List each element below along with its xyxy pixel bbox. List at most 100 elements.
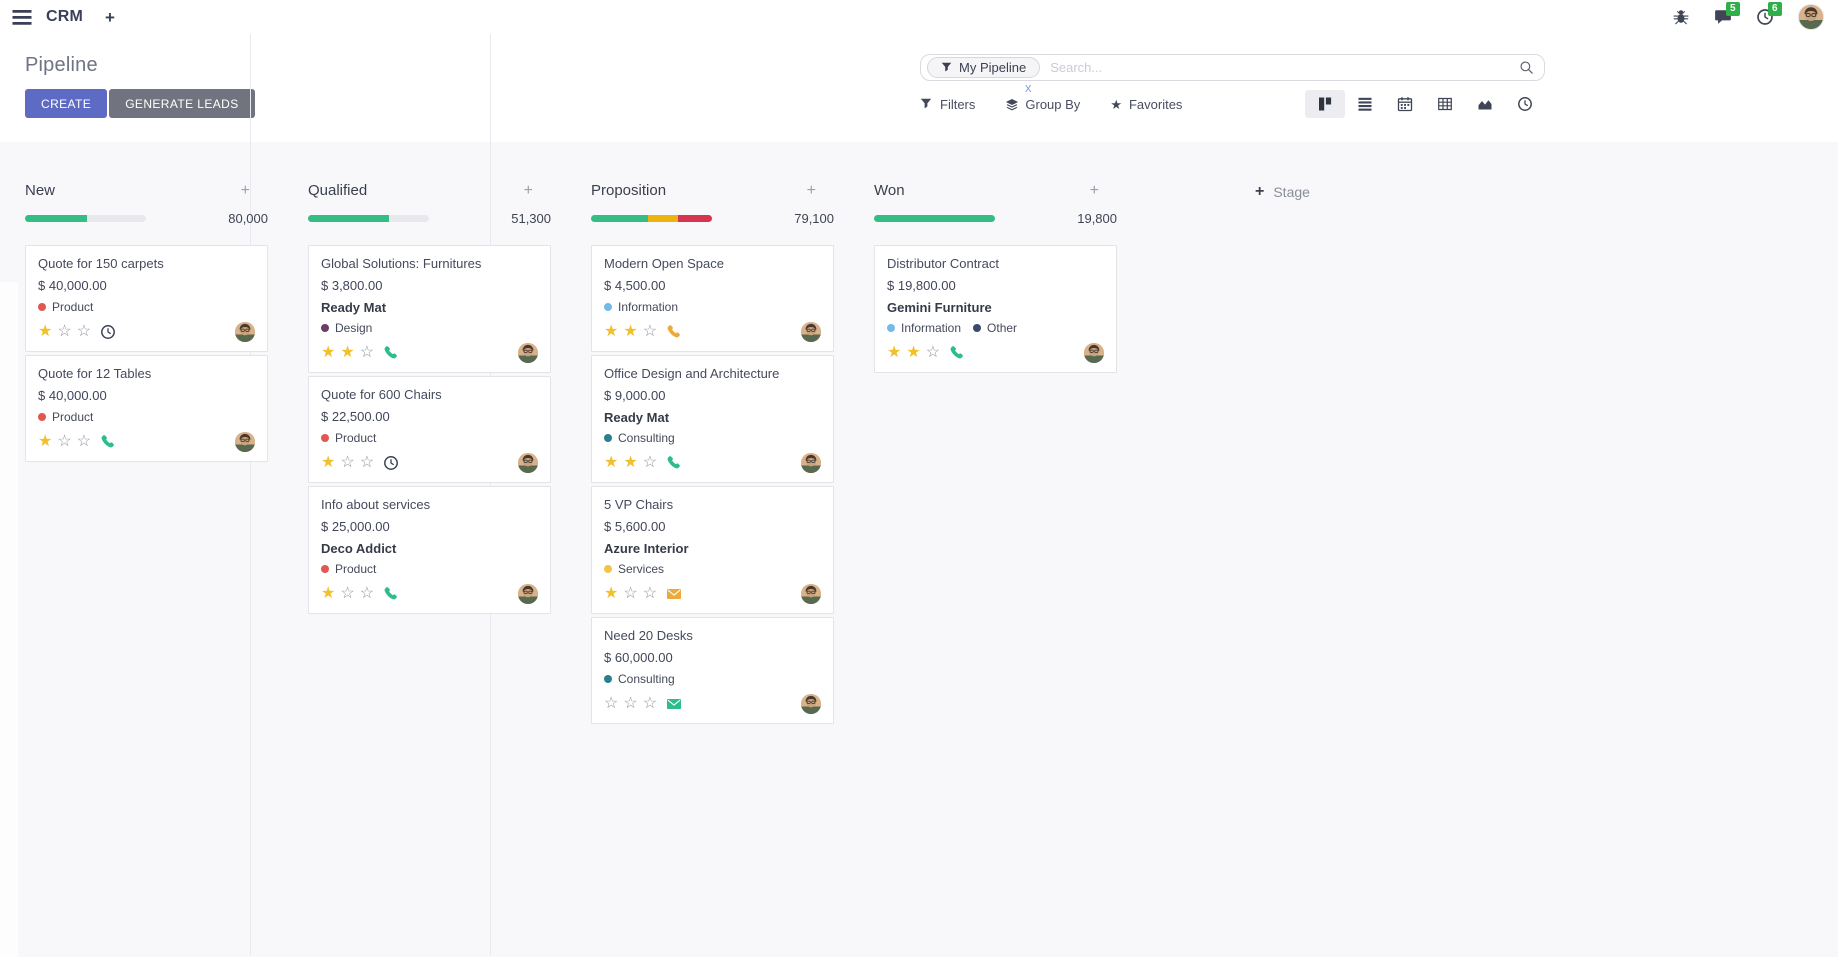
- apps-menu-icon[interactable]: [12, 10, 32, 25]
- stage-name[interactable]: Qualified: [308, 182, 368, 199]
- salesperson-avatar[interactable]: [235, 322, 255, 342]
- search-input[interactable]: [1048, 59, 1519, 76]
- star-icon[interactable]: ★: [604, 454, 619, 471]
- progress-success-segment[interactable]: [308, 215, 390, 222]
- salesperson-avatar[interactable]: [518, 584, 538, 604]
- star-icon[interactable]: ★: [321, 344, 336, 361]
- quick-create-icon[interactable]: +: [523, 181, 533, 199]
- star-icon[interactable]: ★: [340, 344, 355, 361]
- favorites-button[interactable]: ★ Favorites: [1110, 96, 1183, 112]
- kanban-card[interactable]: 5 VP Chairs $ 5,600.00 Azure Interior Se…: [591, 486, 834, 614]
- progress-success-segment[interactable]: [25, 215, 87, 222]
- star-icon[interactable]: ☆: [359, 585, 375, 602]
- progress-success-segment[interactable]: [874, 215, 995, 222]
- phone-activity-icon[interactable]: [100, 434, 116, 450]
- view-activity-icon[interactable]: [1505, 90, 1545, 118]
- star-icon[interactable]: ☆: [340, 585, 355, 602]
- salesperson-avatar[interactable]: [801, 453, 821, 473]
- star-icon[interactable]: ☆: [57, 323, 72, 340]
- clock-activity-icon[interactable]: [383, 455, 399, 471]
- search-bar[interactable]: My Pipeline x: [920, 54, 1545, 95]
- star-icon[interactable]: ★: [604, 323, 619, 340]
- kanban-card[interactable]: Info about services $ 25,000.00 Deco Add…: [308, 486, 551, 614]
- star-icon[interactable]: ★: [321, 585, 336, 602]
- stage-progressbar[interactable]: [25, 215, 146, 222]
- star-icon[interactable]: ☆: [642, 695, 658, 712]
- star-icon[interactable]: ★: [321, 454, 336, 471]
- salesperson-avatar[interactable]: [801, 584, 821, 604]
- view-graph-icon[interactable]: [1465, 90, 1505, 118]
- plus-menu-icon[interactable]: +: [105, 7, 115, 27]
- user-avatar[interactable]: [1798, 4, 1824, 30]
- salesperson-avatar[interactable]: [518, 343, 538, 363]
- star-icon[interactable]: ☆: [76, 433, 92, 450]
- phone-activity-icon[interactable]: [383, 586, 399, 602]
- salesperson-avatar[interactable]: [518, 453, 538, 473]
- progress-warning-segment[interactable]: [647, 215, 679, 222]
- phone-activity-icon[interactable]: [383, 345, 399, 361]
- kanban-card[interactable]: Need 20 Desks $ 60,000.00 Consulting ☆ ☆ ☆: [591, 617, 834, 724]
- progress-success-segment[interactable]: [591, 215, 648, 222]
- star-icon[interactable]: ★: [887, 344, 902, 361]
- mail-activity-icon[interactable]: [666, 586, 682, 602]
- stage-progressbar[interactable]: [308, 215, 429, 222]
- stage-progressbar[interactable]: [591, 215, 712, 222]
- view-pivot-icon[interactable]: [1425, 90, 1465, 118]
- phone-activity-icon[interactable]: [666, 324, 682, 340]
- star-icon[interactable]: ☆: [642, 323, 658, 340]
- quick-create-icon[interactable]: +: [1089, 181, 1099, 199]
- kanban-card[interactable]: Office Design and Architecture $ 9,000.0…: [591, 355, 834, 483]
- clock-activity-icon[interactable]: [100, 324, 116, 340]
- phone-activity-icon[interactable]: [666, 455, 682, 471]
- quick-create-icon[interactable]: +: [806, 181, 816, 199]
- star-icon[interactable]: ★: [38, 433, 53, 450]
- kanban-card[interactable]: Quote for 150 carpets $ 40,000.00 Produc…: [25, 245, 268, 352]
- stage-name[interactable]: Won: [874, 182, 905, 199]
- messages-icon[interactable]: 5: [1714, 2, 1740, 26]
- star-icon[interactable]: ☆: [642, 454, 658, 471]
- star-icon[interactable]: ★: [906, 344, 921, 361]
- star-icon[interactable]: ☆: [623, 585, 638, 602]
- star-icon[interactable]: ★: [604, 585, 619, 602]
- activities-clock-icon[interactable]: 6: [1756, 2, 1782, 26]
- stage-name[interactable]: New: [25, 182, 56, 199]
- kanban-card[interactable]: Global Solutions: Furnitures $ 3,800.00 …: [308, 245, 551, 373]
- star-icon[interactable]: ★: [623, 323, 638, 340]
- salesperson-avatar[interactable]: [801, 322, 821, 342]
- progress-danger-segment[interactable]: [678, 215, 712, 222]
- star-icon[interactable]: ☆: [623, 695, 638, 712]
- star-icon[interactable]: ☆: [340, 454, 355, 471]
- filters-button[interactable]: Filters: [920, 97, 975, 112]
- star-icon[interactable]: ★: [38, 323, 53, 340]
- search-facet-my-pipeline[interactable]: My Pipeline: [927, 57, 1041, 78]
- kanban-card[interactable]: Distributor Contract $ 19,800.00 Gemini …: [874, 245, 1117, 373]
- view-list-icon[interactable]: [1345, 90, 1385, 118]
- add-stage-button[interactable]: + Stage: [1255, 183, 1310, 201]
- quick-create-icon[interactable]: +: [240, 181, 250, 199]
- star-icon[interactable]: ☆: [604, 695, 619, 712]
- mail-activity-icon[interactable]: [666, 696, 682, 712]
- salesperson-avatar[interactable]: [1084, 343, 1104, 363]
- generate-leads-button[interactable]: GENERATE LEADS: [109, 89, 255, 118]
- salesperson-avatar[interactable]: [801, 694, 821, 714]
- star-icon[interactable]: ☆: [359, 454, 375, 471]
- star-icon[interactable]: ☆: [925, 344, 941, 361]
- kanban-card[interactable]: Modern Open Space $ 4,500.00 Information…: [591, 245, 834, 352]
- view-calendar-icon[interactable]: [1385, 90, 1425, 118]
- stage-progressbar[interactable]: [874, 215, 995, 222]
- star-icon[interactable]: ☆: [76, 323, 92, 340]
- group-by-button[interactable]: Group By: [1005, 97, 1080, 112]
- stage-name[interactable]: Proposition: [591, 182, 667, 199]
- phone-activity-icon[interactable]: [949, 345, 965, 361]
- debug-bug-icon[interactable]: [1672, 8, 1690, 26]
- star-icon[interactable]: ☆: [359, 344, 375, 361]
- salesperson-avatar[interactable]: [235, 432, 255, 452]
- star-icon[interactable]: ★: [623, 454, 638, 471]
- star-icon[interactable]: ☆: [57, 433, 72, 450]
- star-icon[interactable]: ☆: [642, 585, 658, 602]
- app-name[interactable]: CRM: [46, 8, 84, 25]
- kanban-card[interactable]: Quote for 12 Tables $ 40,000.00 Product …: [25, 355, 268, 462]
- create-button[interactable]: CREATE: [25, 89, 108, 118]
- search-icon[interactable]: [1519, 60, 1534, 75]
- facet-remove-icon[interactable]: x: [1025, 80, 1032, 95]
